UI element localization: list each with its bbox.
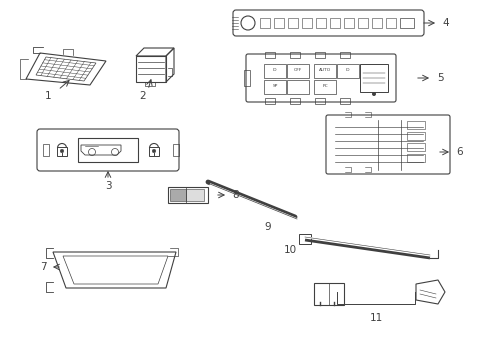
Bar	[340, 52, 350, 58]
Bar	[407, 132, 425, 140]
Bar	[265, 98, 275, 104]
Bar	[358, 18, 368, 28]
Bar	[149, 147, 159, 156]
Bar	[315, 52, 325, 58]
Bar	[302, 18, 312, 28]
Bar	[264, 64, 286, 78]
Text: 8: 8	[233, 190, 239, 200]
Text: SP: SP	[272, 84, 278, 88]
Text: 10: 10	[283, 245, 296, 255]
Bar	[400, 18, 414, 28]
Circle shape	[372, 92, 376, 96]
Bar	[340, 98, 350, 104]
Bar	[330, 18, 340, 28]
Bar	[170, 189, 186, 201]
Bar	[314, 64, 336, 78]
Text: ID: ID	[273, 68, 277, 72]
Text: 3: 3	[105, 181, 111, 191]
Bar	[260, 18, 270, 28]
Text: ID: ID	[346, 68, 350, 72]
Bar	[288, 18, 298, 28]
Bar	[287, 64, 309, 78]
Text: 11: 11	[369, 313, 383, 323]
Bar	[407, 154, 425, 162]
Bar	[244, 70, 250, 86]
Text: 5: 5	[437, 73, 443, 83]
Bar	[299, 234, 311, 244]
Bar	[314, 283, 344, 305]
Text: 2: 2	[140, 91, 147, 101]
Bar	[386, 18, 396, 28]
Bar	[360, 64, 388, 92]
Bar	[43, 144, 49, 156]
Bar	[372, 18, 382, 28]
Bar	[186, 189, 204, 201]
Text: 7: 7	[40, 262, 47, 272]
Bar	[274, 18, 284, 28]
Bar	[314, 80, 336, 94]
Text: 4: 4	[442, 18, 449, 28]
Bar	[264, 80, 286, 94]
Bar	[173, 144, 179, 156]
Bar	[290, 52, 300, 58]
Text: 9: 9	[265, 222, 271, 232]
Bar	[265, 52, 275, 58]
Text: PC: PC	[322, 84, 328, 88]
Bar	[315, 98, 325, 104]
Text: OFF: OFF	[294, 68, 302, 72]
Bar	[407, 143, 425, 151]
Text: 1: 1	[45, 91, 51, 101]
Bar	[337, 64, 359, 78]
Bar	[57, 147, 67, 156]
Bar	[344, 18, 354, 28]
Bar	[407, 121, 425, 129]
Bar	[168, 187, 208, 203]
Text: AUTO: AUTO	[319, 68, 331, 72]
Circle shape	[60, 149, 64, 153]
Bar	[78, 138, 138, 162]
Bar	[287, 80, 309, 94]
Bar	[316, 18, 326, 28]
Circle shape	[152, 149, 156, 153]
Bar	[290, 98, 300, 104]
Text: 6: 6	[457, 147, 464, 157]
